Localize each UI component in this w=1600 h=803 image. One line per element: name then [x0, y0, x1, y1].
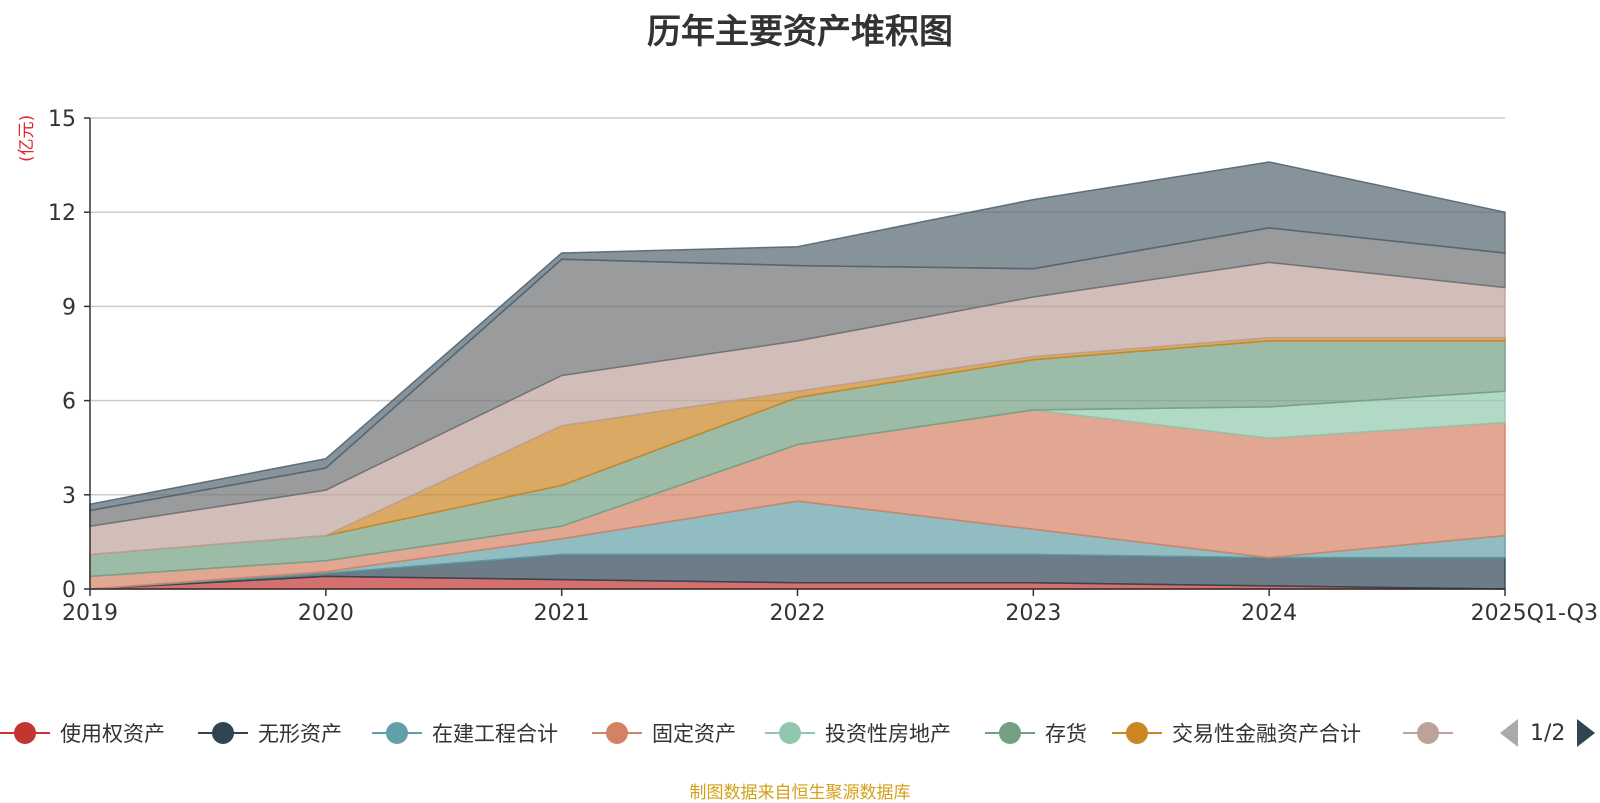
legend-marker-icon [372, 718, 422, 748]
x-tick-label: 2024 [1241, 601, 1297, 626]
legend-item[interactable]: 交易性金融资产合计 [1112, 713, 1361, 753]
x-tick-label: 2025Q1-Q3 [1471, 601, 1598, 626]
legend-item[interactable]: 无形资产 [198, 713, 342, 753]
x-tick-label: 2020 [298, 601, 354, 626]
legend-marker-icon [1112, 718, 1162, 748]
legend-label: 交易性金融资产合计 [1172, 722, 1361, 746]
y-tick-label: 12 [48, 201, 76, 226]
legend-item[interactable] [1403, 713, 1463, 753]
legend-pager: 1/2 [1500, 713, 1596, 753]
legend-label: 固定资产 [652, 722, 736, 746]
legend-item[interactable]: 固定资产 [592, 713, 736, 753]
legend-marker-icon [592, 718, 642, 748]
legend-item[interactable]: 存货 [985, 713, 1087, 753]
source-note: 制图数据来自恒生聚源数据库 [689, 783, 911, 803]
x-tick-label: 2019 [62, 601, 118, 626]
area-series [89, 161, 1506, 590]
legend-label: 在建工程合计 [432, 722, 558, 746]
x-tick-label: 2022 [770, 601, 826, 626]
legend-label: 投资性房地产 [825, 722, 951, 746]
legend: 使用权资产 无形资产 在建工程合计 固定资产 投资性房地产 存货 交易性金融资产合计 1/2 [0, 713, 1600, 753]
legend-label: 无形资产 [258, 722, 342, 746]
y-tick-label: 6 [62, 390, 76, 415]
legend-prev-page-icon[interactable] [1500, 719, 1518, 747]
legend-marker-icon [985, 718, 1035, 748]
axes: 0 3 6 9 12 15 2019 2020 2021 2022 2023 2024 2025Q1-Q… [48, 107, 1598, 626]
stacked-area-chart: 0 3 6 9 12 15 2019 2020 2021 2022 2023 2024 2025Q1-Q… [48, 107, 1598, 626]
legend-label: 存货 [1045, 722, 1087, 746]
x-tick-label: 2023 [1005, 601, 1061, 626]
area-series-10[interactable] [89, 161, 1506, 512]
legend-marker-icon [765, 718, 815, 748]
legend-page-indicator: 1/2 [1530, 720, 1566, 746]
y-tick-label: 9 [62, 295, 76, 320]
legend-label: 使用权资产 [60, 722, 165, 746]
y-tick-label: 15 [48, 107, 76, 132]
legend-marker-icon [0, 718, 50, 748]
legend-marker-icon [1403, 718, 1453, 748]
y-tick-label: 3 [62, 484, 76, 509]
legend-next-page-icon[interactable] [1577, 719, 1596, 747]
chart-title: 历年主要资产堆积图 [647, 12, 953, 52]
legend-item[interactable]: 使用权资产 [0, 713, 165, 753]
y-tick-label: 0 [62, 578, 76, 603]
legend-marker-icon [198, 718, 248, 748]
x-tick-label: 2021 [534, 601, 590, 626]
legend-item[interactable]: 投资性房地产 [765, 713, 951, 753]
legend-item[interactable]: 在建工程合计 [372, 713, 558, 753]
